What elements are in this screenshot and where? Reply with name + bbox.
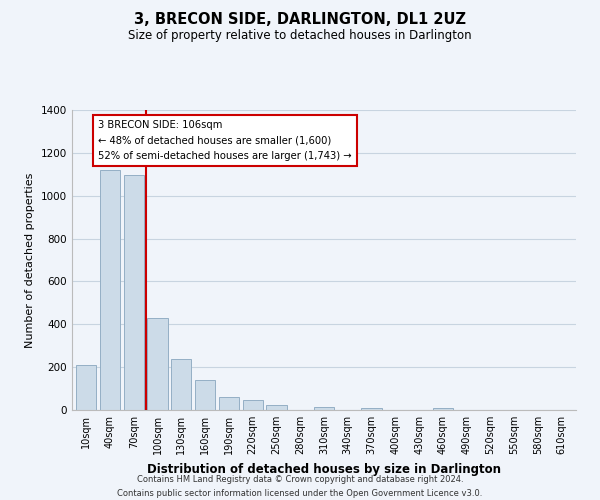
Bar (242, 400, 263, 410)
Bar (266, 406, 287, 410)
Y-axis label: Number of detached properties: Number of detached properties (25, 172, 35, 348)
Bar (314, 407, 334, 410)
Bar (195, 380, 215, 410)
Text: Size of property relative to detached houses in Darlington: Size of property relative to detached ho… (128, 29, 472, 42)
Bar (219, 397, 239, 410)
Bar (433, 408, 453, 410)
X-axis label: Distribution of detached houses by size in Darlington: Distribution of detached houses by size … (147, 462, 501, 475)
Bar (171, 358, 191, 410)
Bar (124, 176, 144, 410)
Text: 3 BRECON SIDE: 106sqm
← 48% of detached houses are smaller (1,600)
52% of semi-d: 3 BRECON SIDE: 106sqm ← 48% of detached … (98, 120, 352, 161)
Text: 3, BRECON SIDE, DARLINGTON, DL1 2UZ: 3, BRECON SIDE, DARLINGTON, DL1 2UZ (134, 12, 466, 28)
Text: Contains HM Land Registry data © Crown copyright and database right 2024.
Contai: Contains HM Land Registry data © Crown c… (118, 476, 482, 498)
Bar (100, 170, 120, 410)
Bar (76, 365, 97, 410)
Bar (361, 408, 382, 410)
Bar (148, 318, 167, 410)
